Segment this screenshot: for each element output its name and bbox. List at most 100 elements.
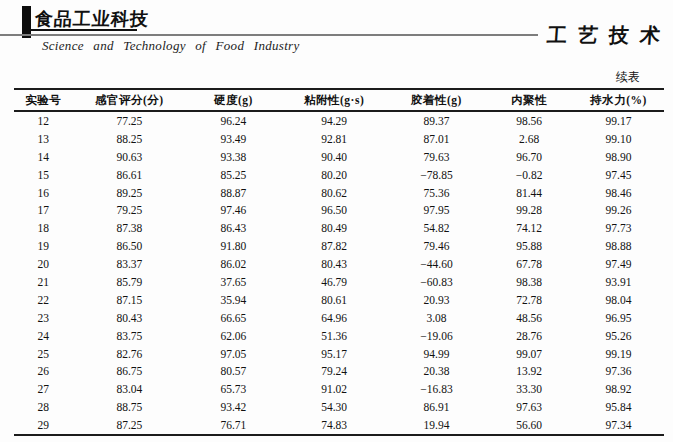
table-cell: 74.83 xyxy=(281,416,388,435)
table-cell: 87.01 xyxy=(388,130,486,148)
table-cell: 80.43 xyxy=(281,255,388,273)
table-cell: 94.99 xyxy=(388,345,486,363)
table-cell: 19.94 xyxy=(388,416,486,435)
table-cell: 86.75 xyxy=(73,362,187,380)
table-cell: 89.37 xyxy=(388,111,486,130)
table-row: 2287.1535.9480.6120.9372.7898.04 xyxy=(14,291,664,309)
table-cell: 93.38 xyxy=(186,148,280,166)
table-cell: 87.82 xyxy=(281,237,388,255)
table-cell: 80.57 xyxy=(186,362,280,380)
table-cell: 95.26 xyxy=(573,327,664,345)
table-cell: 28 xyxy=(14,398,73,416)
table-header: 实验号感官评分(分)硬度(g)粘附性(g·s)胶着性(g)内聚性持水力(%) xyxy=(14,89,664,111)
table-cell: 65.73 xyxy=(186,380,280,398)
table-cell: 89.25 xyxy=(73,184,187,202)
table-cell: 87.15 xyxy=(73,291,187,309)
table-cell: 48.56 xyxy=(485,309,573,327)
table-cell: 97.05 xyxy=(186,345,280,363)
table-cell: 99.17 xyxy=(573,111,664,130)
table-cell: 75.36 xyxy=(388,184,486,202)
table-cell: 3.08 xyxy=(388,309,486,327)
table-cell: 80.62 xyxy=(281,184,388,202)
table-cell: 27 xyxy=(14,380,73,398)
table-cell: 56.60 xyxy=(485,416,573,435)
table-cell: 16 xyxy=(14,184,73,202)
table-cell: 96.50 xyxy=(281,201,388,219)
table-cell: 96.24 xyxy=(186,111,280,130)
table-cell: 80.49 xyxy=(281,219,388,237)
table-cell: 24 xyxy=(14,327,73,345)
table-cell: −0.82 xyxy=(485,166,573,184)
table-body: 1277.2596.2494.2989.3798.5699.171388.259… xyxy=(14,111,664,435)
table-row: 2380.4366.6564.963.0848.5696.95 xyxy=(14,309,664,327)
table-cell: 54.30 xyxy=(281,398,388,416)
table-cell: 77.25 xyxy=(73,111,187,130)
table-cell: 98.46 xyxy=(573,184,664,202)
column-header: 持水力(%) xyxy=(573,89,664,111)
table-cell: 98.38 xyxy=(485,273,573,291)
table-cell: 82.76 xyxy=(73,345,187,363)
table-cell: 99.07 xyxy=(485,345,573,363)
table-cell: 79.25 xyxy=(73,201,187,219)
table-cell: 29 xyxy=(14,416,73,435)
table-cell: 66.65 xyxy=(186,309,280,327)
table-cell: 18 xyxy=(14,219,73,237)
table-cell: 98.90 xyxy=(573,148,664,166)
table-cell: 46.79 xyxy=(281,273,388,291)
table-cell: −44.60 xyxy=(388,255,486,273)
table-cell: 97.95 xyxy=(388,201,486,219)
table-cell: 2.68 xyxy=(485,130,573,148)
table-cell: −16.83 xyxy=(388,380,486,398)
table-cell: 99.19 xyxy=(573,345,664,363)
table-cell: 37.65 xyxy=(186,273,280,291)
table-cell: 86.61 xyxy=(73,166,187,184)
table-cell: 54.82 xyxy=(388,219,486,237)
table-cell: 74.12 xyxy=(485,219,573,237)
table-cell: 12 xyxy=(14,111,73,130)
table-cell: 90.63 xyxy=(73,148,187,166)
table-cell: 88.25 xyxy=(73,130,187,148)
table-cell: 80.43 xyxy=(73,309,187,327)
table-cell: 96.70 xyxy=(485,148,573,166)
table-cell: 62.06 xyxy=(186,327,280,345)
table-cell: 98.56 xyxy=(485,111,573,130)
table-cell: 93.91 xyxy=(573,273,664,291)
masthead-rule xyxy=(0,34,538,36)
table-cell: 14 xyxy=(14,148,73,166)
table-cell: −19.06 xyxy=(388,327,486,345)
table-cell: 97.46 xyxy=(186,201,280,219)
table-cell: 97.63 xyxy=(485,398,573,416)
logo-underline xyxy=(30,29,137,31)
table-cell: 98.92 xyxy=(573,380,664,398)
table-cell: 85.25 xyxy=(186,166,280,184)
table-row: 2083.3786.0280.43−44.6067.7897.49 xyxy=(14,255,664,273)
table-row: 2888.7593.4254.3086.9197.6395.84 xyxy=(14,398,664,416)
table-row: 1986.5091.8087.8279.4695.8898.88 xyxy=(14,237,664,255)
section-title: 工艺技术 xyxy=(546,22,672,49)
table-cell: 86.50 xyxy=(73,237,187,255)
table-row: 2783.0465.7391.02−16.8333.3098.92 xyxy=(14,380,664,398)
table-cell: 92.81 xyxy=(281,130,388,148)
table-cell: 99.28 xyxy=(485,201,573,219)
table-row: 1779.2597.4696.5097.9599.2899.26 xyxy=(14,201,664,219)
table-cell: 67.78 xyxy=(485,255,573,273)
table-row: 2987.2576.7174.8319.9456.6097.34 xyxy=(14,416,664,435)
table-cell: 90.40 xyxy=(281,148,388,166)
table-cell: 64.96 xyxy=(281,309,388,327)
table-cell: 23 xyxy=(14,309,73,327)
table-cell: 83.37 xyxy=(73,255,187,273)
table-cell: 22 xyxy=(14,291,73,309)
journal-page: 食品工业科技 Science and Technology of Food In… xyxy=(0,0,673,442)
table-cell: 79.24 xyxy=(281,362,388,380)
table-cell: 97.49 xyxy=(573,255,664,273)
table-header-row: 实验号感官评分(分)硬度(g)粘附性(g·s)胶着性(g)内聚性持水力(%) xyxy=(14,89,664,111)
table-cell: 86.91 xyxy=(388,398,486,416)
table-cell: 21 xyxy=(14,273,73,291)
table-cell: 91.02 xyxy=(281,380,388,398)
table-cell: 79.63 xyxy=(388,148,486,166)
table-cell: 35.94 xyxy=(186,291,280,309)
table-cell: 96.95 xyxy=(573,309,664,327)
table-cell: 94.29 xyxy=(281,111,388,130)
continued-table-label: 续表 xyxy=(616,69,640,86)
table-cell: 87.25 xyxy=(73,416,187,435)
